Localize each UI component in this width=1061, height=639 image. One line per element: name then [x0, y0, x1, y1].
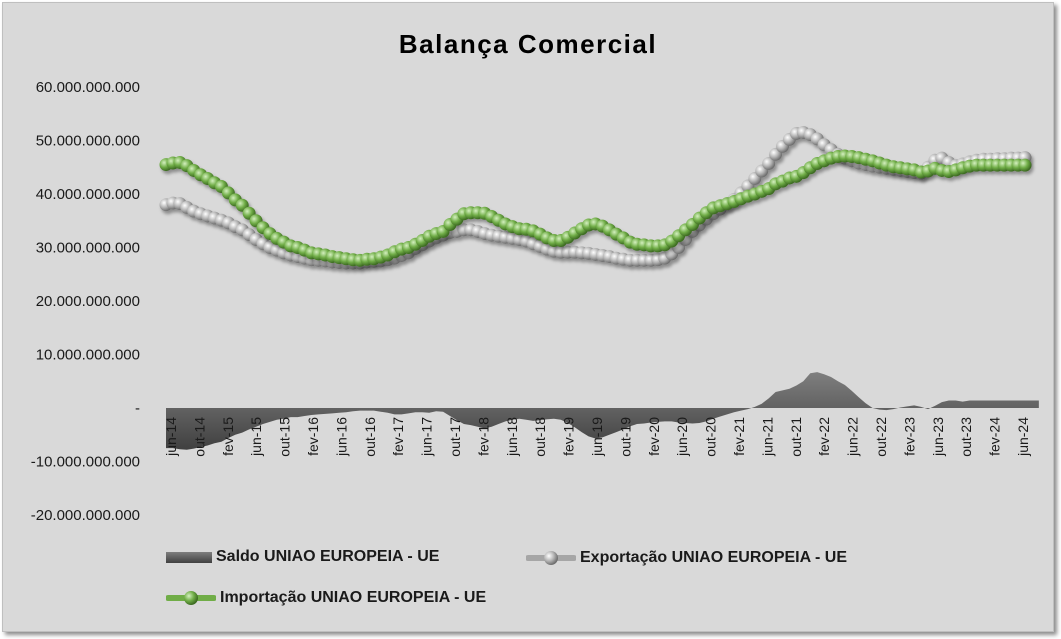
x-tick-label: out-16: [362, 417, 378, 457]
x-tick-label: out-15: [277, 417, 293, 457]
x-tick-label: out-19: [617, 417, 633, 457]
x-tick-label: out-18: [532, 417, 548, 457]
x-tick-label: jun-16: [333, 417, 349, 457]
y-tick-label: 30.000.000.000: [36, 240, 140, 257]
x-tick-label: fev-24: [987, 417, 1003, 456]
x-tick-label: jun-23: [930, 417, 946, 457]
saldo-area: [166, 372, 1039, 450]
legend-importacao-swatch: [166, 591, 216, 605]
legend-saldo-swatch: [166, 552, 212, 563]
y-tick-label: 40.000.000.000: [36, 186, 140, 203]
y-tick-label: -10.000.000.000: [31, 454, 140, 471]
x-tick-label: out-17: [447, 417, 463, 457]
legend-saldo: Saldo UNIAO EUROPEIA - UE: [166, 548, 439, 566]
chart-frame: Balança Comercial 60.000.000.000 50.000.0…: [2, 2, 1054, 632]
x-tick-label: fev-16: [305, 417, 321, 456]
x-axis: jun-14 out-14 fev-15 jun-15 out-15 fev-16 jun-…: [163, 417, 1031, 457]
chart-canvas: Balança Comercial 60.000.000.000 50.000.0…: [31, 29, 1039, 524]
chart-title: Balança Comercial: [399, 29, 657, 59]
importacao-point: [1018, 158, 1032, 172]
x-tick-label: jun-17: [419, 417, 435, 457]
saldo-series: [166, 372, 1039, 450]
x-tick-label: out-20: [703, 417, 719, 457]
y-tick-label: -20.000.000.000: [31, 507, 140, 524]
x-tick-label: fev-19: [561, 417, 577, 456]
y-tick-label: -: [135, 400, 140, 417]
x-tick-label: out-14: [191, 417, 207, 457]
y-tick-label: 60.000.000.000: [36, 79, 140, 96]
x-tick-label: jun-14: [163, 417, 179, 457]
importacao-series: [159, 149, 1032, 267]
legend-exportacao: Exportação UNIAO EUROPEIA - UE: [526, 548, 847, 568]
x-tick-label: jun-21: [759, 417, 775, 457]
importacao-group: [159, 149, 1032, 267]
x-tick-label: fev-17: [390, 417, 406, 456]
x-tick-label: jun-15: [248, 417, 264, 457]
x-tick-label: out-23: [958, 417, 974, 457]
legend-exportacao-swatch: [526, 551, 576, 565]
x-tick-label: fev-15: [220, 417, 236, 456]
legend-saldo-label: Saldo UNIAO EUROPEIA - UE: [216, 548, 440, 565]
x-tick-label: jun-18: [504, 417, 520, 457]
y-axis: 60.000.000.000 50.000.000.000 40.000.000.0…: [31, 79, 140, 524]
x-tick-label: fev-18: [475, 417, 491, 456]
x-tick-label: out-21: [788, 417, 804, 457]
x-tick-label: jun-20: [674, 417, 690, 457]
x-tick-label: jun-22: [845, 417, 861, 457]
exportacao-point: [762, 157, 776, 170]
legend-importacao-label: Importação UNIAO EUROPEIA - UE: [220, 589, 487, 606]
y-tick-label: 10.000.000.000: [36, 347, 140, 364]
y-tick-label: 50.000.000.000: [36, 133, 140, 150]
x-tick-label: fev-22: [816, 417, 832, 456]
legend-exportacao-label: Exportação UNIAO EUROPEIA - UE: [580, 549, 848, 566]
legend-importacao: Importação UNIAO EUROPEIA - UE: [166, 588, 486, 608]
x-tick-label: fev-20: [646, 417, 662, 456]
x-tick-label: fev-21: [731, 417, 747, 456]
x-tick-label: jun-24: [1015, 417, 1031, 457]
x-tick-label: fev-23: [901, 417, 917, 456]
x-tick-label: jun-19: [589, 417, 605, 457]
x-tick-label: out-22: [873, 417, 889, 457]
y-tick-label: 20.000.000.000: [36, 293, 140, 310]
